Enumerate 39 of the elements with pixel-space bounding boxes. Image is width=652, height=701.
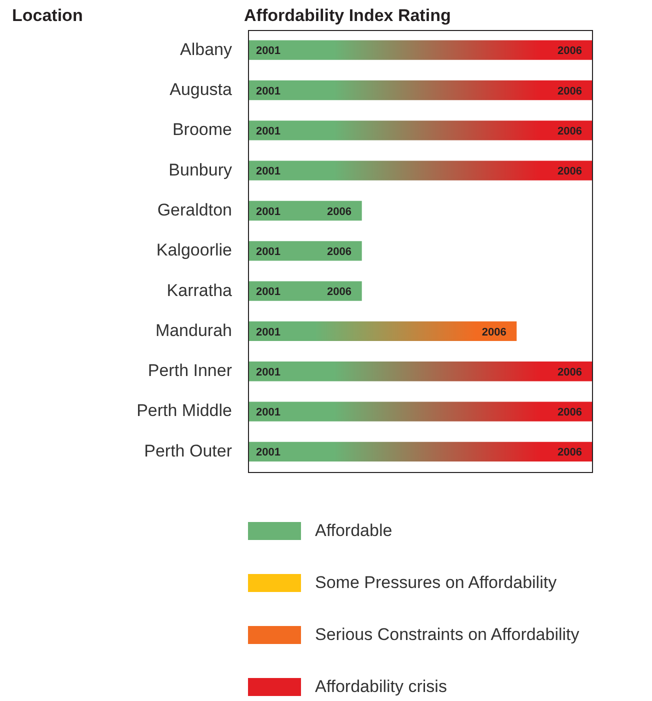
annotation: 2006	[482, 326, 506, 338]
annotation: 2006	[327, 246, 352, 258]
annotation: 2006	[558, 45, 582, 58]
annotation: 2006	[327, 206, 352, 218]
annotation: 2001	[256, 166, 280, 178]
y-tick-label: Geraldton	[157, 200, 232, 220]
annotation: 2006	[558, 125, 582, 138]
annotation: 2006	[327, 286, 352, 298]
annotation: 2001	[256, 125, 280, 138]
annotation: 2001	[256, 286, 280, 298]
annotation: 2001	[256, 246, 280, 258]
y-tick-label: Karratha	[166, 280, 233, 300]
y-tick-label: Mandurah	[155, 320, 232, 340]
legend-label: Serious Constraints on Affordability	[315, 625, 580, 645]
legend-label: Affordable	[315, 521, 392, 541]
annotation: 2006	[558, 85, 582, 98]
annotation: 2006	[558, 446, 582, 459]
annotation: 2001	[256, 406, 280, 419]
annotation: 2001	[256, 326, 280, 338]
y-tick-label: Perth Inner	[148, 361, 232, 380]
legend-label: Some Pressures on Affordability	[315, 573, 557, 593]
annotation: 2006	[558, 166, 582, 178]
annotation: 2001	[256, 45, 280, 58]
y-tick-label: Broome	[172, 120, 232, 140]
y-tick-label: Kalgoorlie	[156, 240, 232, 260]
y-axis-title: Location	[12, 6, 83, 26]
chart-title: Affordability Index Rating	[244, 6, 451, 26]
y-tick-label: Bunbury	[168, 160, 232, 180]
y-tick-label: Albany	[180, 40, 232, 59]
annotation: 2006	[558, 366, 582, 378]
annotation: 2001	[256, 446, 280, 459]
y-tick-label: Augusta	[170, 80, 233, 99]
annotation: 2001	[256, 85, 280, 98]
y-tick-label: Perth Middle	[136, 401, 232, 420]
y-tick-label: Perth Outer	[144, 441, 232, 460]
annotation: 2006	[558, 406, 582, 419]
annotation: 2001	[256, 206, 280, 218]
annotation: 2001	[256, 366, 280, 378]
legend-label: Affordability crisis	[315, 677, 447, 697]
